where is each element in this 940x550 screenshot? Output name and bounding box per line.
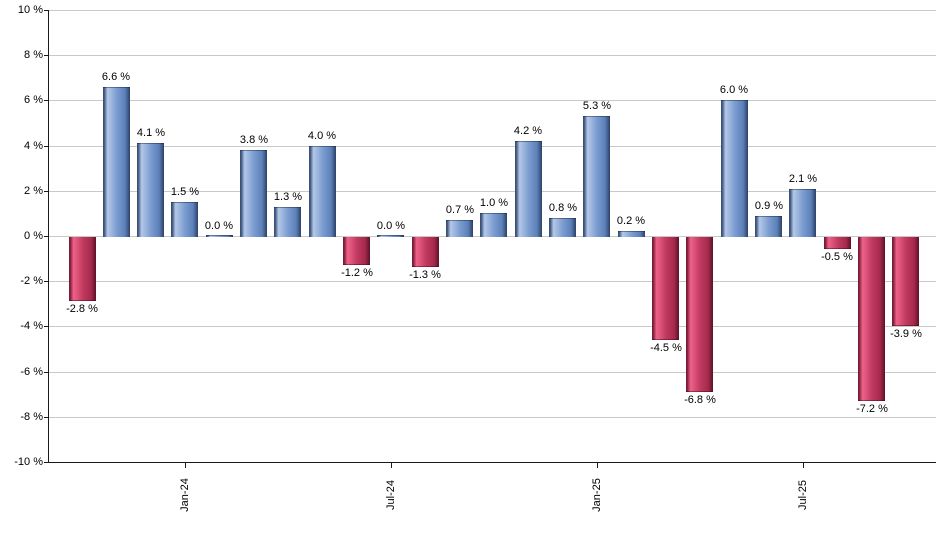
bar-value-label: 4.0 % <box>307 130 337 142</box>
bar-value-label: -1.3 % <box>409 269 441 281</box>
bar-Oct-23 <box>69 237 96 301</box>
bar-value-label: 1.5 % <box>170 186 200 198</box>
bar-value-label: 1.3 % <box>273 191 303 203</box>
bar-value-label: 0.8 % <box>548 202 578 214</box>
y-tick-label: 8 % <box>24 49 43 61</box>
gridline <box>49 55 936 56</box>
y-axis-tick <box>44 146 48 147</box>
x-tick-label: Jul-25 <box>797 480 809 510</box>
y-tick-label: 10 % <box>17 4 43 16</box>
bar-value-label: 6.6 % <box>101 71 131 83</box>
y-axis-tick <box>44 55 48 56</box>
bar-value-label: -6.8 % <box>684 394 716 406</box>
bar-Sep-24 <box>446 220 473 237</box>
bar-Apr-25 <box>686 237 713 392</box>
bar-Sep-25 <box>858 237 885 401</box>
gridline <box>49 372 936 373</box>
bar-Feb-24 <box>206 235 233 237</box>
x-tick-label: Jul-24 <box>385 480 397 510</box>
bar-Jan-25 <box>583 116 610 237</box>
bar-Jul-24 <box>377 235 404 237</box>
bar-value-label: -2.8 % <box>66 303 98 315</box>
y-axis-tick <box>44 462 48 463</box>
bar-Apr-24 <box>274 207 301 237</box>
gridline <box>49 326 936 327</box>
y-axis-tick <box>44 281 48 282</box>
bar-Jan-24 <box>171 202 198 237</box>
bar-Jul-25 <box>789 189 816 237</box>
y-axis-tick <box>44 10 48 11</box>
y-tick-label: -10 % <box>14 456 43 468</box>
bar-value-label: 1.0 % <box>479 197 509 209</box>
bar-value-label: 0.0 % <box>376 220 406 232</box>
x-tick-label: Jan-25 <box>591 478 603 512</box>
bar-value-label: 4.1 % <box>136 127 166 139</box>
y-tick-label: -2 % <box>20 275 43 287</box>
bar-value-label: 0.0 % <box>204 220 234 232</box>
y-tick-label: -4 % <box>20 320 43 332</box>
bar-value-label: 0.2 % <box>616 215 646 227</box>
bar-Jun-24 <box>343 237 370 265</box>
bar-value-label: 3.8 % <box>239 134 269 146</box>
bar-Mar-24 <box>240 150 267 237</box>
bar-value-label: 6.0 % <box>719 84 749 96</box>
bar-value-label: -7.2 % <box>856 403 888 415</box>
plot-area: -2.8 % 6.6 % 4.1 % 1.5 % 0.0 % 3.8 % 1.3 % 4.0 … <box>48 10 936 462</box>
bar-value-label: 0.9 % <box>754 200 784 212</box>
y-axis-tick <box>44 372 48 373</box>
bar-Nov-23 <box>103 87 130 237</box>
bar-Oct-25 <box>892 237 919 326</box>
y-axis-tick <box>44 100 48 101</box>
gridline <box>49 10 936 11</box>
x-axis-tick <box>185 463 186 468</box>
bar-value-label: 5.3 % <box>582 100 612 112</box>
gridline <box>49 281 936 282</box>
y-axis-tick <box>44 326 48 327</box>
y-tick-label: 0 % <box>24 230 43 242</box>
bar-Nov-24 <box>515 141 542 237</box>
y-tick-label: 2 % <box>24 185 43 197</box>
bar-value-label: -1.2 % <box>341 267 373 279</box>
bar-Feb-25 <box>618 231 645 237</box>
gridline <box>49 146 936 147</box>
bar-Mar-25 <box>652 237 679 340</box>
bar-Aug-25 <box>824 237 851 249</box>
bar-Oct-24 <box>480 213 507 237</box>
x-tick-label: Jan-24 <box>179 478 191 512</box>
y-axis-line <box>48 10 49 463</box>
bar-value-label: -4.5 % <box>650 342 682 354</box>
y-axis-tick <box>44 417 48 418</box>
bar-value-label: -0.5 % <box>821 251 853 263</box>
bar-Dec-24 <box>549 218 576 237</box>
y-axis-tick <box>44 191 48 192</box>
bar-Dec-23 <box>137 143 164 237</box>
x-axis-tick <box>803 463 804 468</box>
y-tick-label: -6 % <box>20 366 43 378</box>
x-axis-line <box>48 462 936 463</box>
gridline <box>49 191 936 192</box>
y-tick-label: -8 % <box>20 411 43 423</box>
bar-May-25 <box>721 100 748 237</box>
bar-May-24 <box>309 146 336 237</box>
gridline <box>49 100 936 101</box>
bar-value-label: -3.9 % <box>890 328 922 340</box>
x-axis-tick <box>391 463 392 468</box>
bar-value-label: 4.2 % <box>513 125 543 137</box>
x-axis-tick <box>597 463 598 468</box>
y-tick-label: 6 % <box>24 94 43 106</box>
bar-Aug-24 <box>412 237 439 267</box>
bar-value-label: 2.1 % <box>788 173 818 185</box>
y-tick-label: 4 % <box>24 140 43 152</box>
bar-value-label: 0.7 % <box>445 204 475 216</box>
gridline <box>49 417 936 418</box>
y-axis-tick <box>44 236 48 237</box>
bar-Jun-25 <box>755 216 782 237</box>
